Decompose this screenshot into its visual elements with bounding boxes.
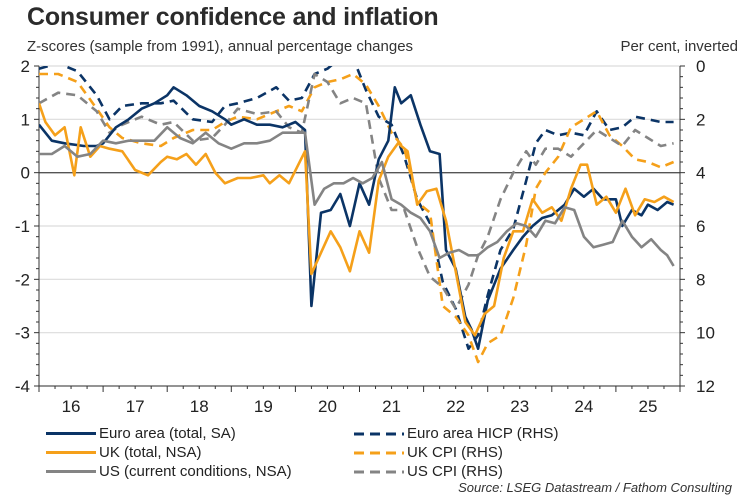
legend-label: US CPI (RHS) bbox=[407, 463, 503, 480]
legend-swatch-uk-cpi bbox=[354, 451, 404, 454]
series-line-us-cpi-rhs bbox=[39, 72, 674, 311]
right-axis-tick-label: 0 bbox=[696, 57, 705, 76]
legend-left: Euro area (total, SA) UK (total, NSA) US… bbox=[46, 424, 292, 481]
legend-swatch-us bbox=[46, 470, 96, 473]
legend-label: US (current conditions, NSA) bbox=[99, 463, 292, 480]
legend-item-us: US (current conditions, NSA) bbox=[46, 462, 292, 481]
axes bbox=[34, 65, 685, 392]
x-axis-tick-label: 16 bbox=[62, 397, 81, 416]
x-axis-tick-label: 24 bbox=[574, 397, 593, 416]
left-axis-tick-label: 2 bbox=[21, 57, 30, 76]
right-axis-tick-label: 2 bbox=[696, 110, 705, 129]
right-axis-tick-label: 12 bbox=[696, 377, 715, 396]
legend-swatch-us-cpi bbox=[354, 470, 404, 473]
x-axis-tick-label: 17 bbox=[126, 397, 145, 416]
right-axis-tick-label: 4 bbox=[696, 164, 705, 183]
right-axis-tick-label: 10 bbox=[696, 324, 715, 343]
legend-swatch-euro-area bbox=[46, 432, 96, 435]
x-axis-tick-label: 21 bbox=[382, 397, 401, 416]
legend-item-euro-area: Euro area (total, SA) bbox=[46, 424, 292, 443]
left-axis-tick-label: 1 bbox=[21, 110, 30, 129]
series-line-uk-total-nsa bbox=[39, 102, 675, 337]
series-line-uk-cpi-rhs bbox=[39, 72, 675, 364]
legend-right: Euro area HICP (RHS) UK CPI (RHS) US CPI… bbox=[354, 424, 558, 481]
chart-title: Consumer confidence and inflation bbox=[27, 3, 439, 31]
left-axis-tick-label: -2 bbox=[15, 270, 30, 289]
x-axis-tick-label: 18 bbox=[190, 397, 209, 416]
left-axis-tick-label: -1 bbox=[15, 217, 30, 236]
series-line-euro-area-hicp-rhs bbox=[39, 66, 674, 351]
legend-swatch-uk bbox=[46, 451, 96, 454]
series-group bbox=[39, 66, 675, 364]
right-axis-label: Per cent, inverted bbox=[620, 38, 738, 55]
legend-item-uk: UK (total, NSA) bbox=[46, 443, 292, 462]
legend-item-euro-hicp: Euro area HICP (RHS) bbox=[354, 424, 558, 443]
series-line-us-current-conditions-nsa bbox=[39, 126, 675, 267]
x-axis-tick-label: 22 bbox=[446, 397, 465, 416]
legend-swatch-euro-hicp bbox=[354, 432, 404, 435]
x-axis-tick-label: 19 bbox=[254, 397, 273, 416]
legend-item-uk-cpi: UK CPI (RHS) bbox=[354, 443, 558, 462]
legend-label: UK CPI (RHS) bbox=[407, 444, 503, 461]
chart-subtitle: Z-scores (sample from 1991), annual perc… bbox=[27, 38, 414, 55]
left-axis-tick-label: -3 bbox=[15, 324, 30, 343]
x-axis-tick-label: 25 bbox=[638, 397, 657, 416]
source-note: Source: LSEG Datastream / Fathom Consult… bbox=[458, 480, 732, 495]
x-axis-tick-label: 23 bbox=[510, 397, 529, 416]
left-axis-tick-label: 0 bbox=[21, 164, 30, 183]
legend-label: Euro area HICP (RHS) bbox=[407, 425, 559, 442]
left-axis-tick-label: -4 bbox=[15, 377, 30, 396]
right-axis-tick-label: 6 bbox=[696, 217, 705, 236]
legend-label: UK (total, NSA) bbox=[99, 444, 202, 461]
x-axis-tick-label: 20 bbox=[318, 397, 337, 416]
legend-label: Euro area (total, SA) bbox=[99, 425, 236, 442]
series-line-euro-area-total-sa bbox=[39, 86, 675, 351]
right-axis-tick-label: 8 bbox=[696, 270, 705, 289]
legend-item-us-cpi: US CPI (RHS) bbox=[354, 462, 558, 481]
